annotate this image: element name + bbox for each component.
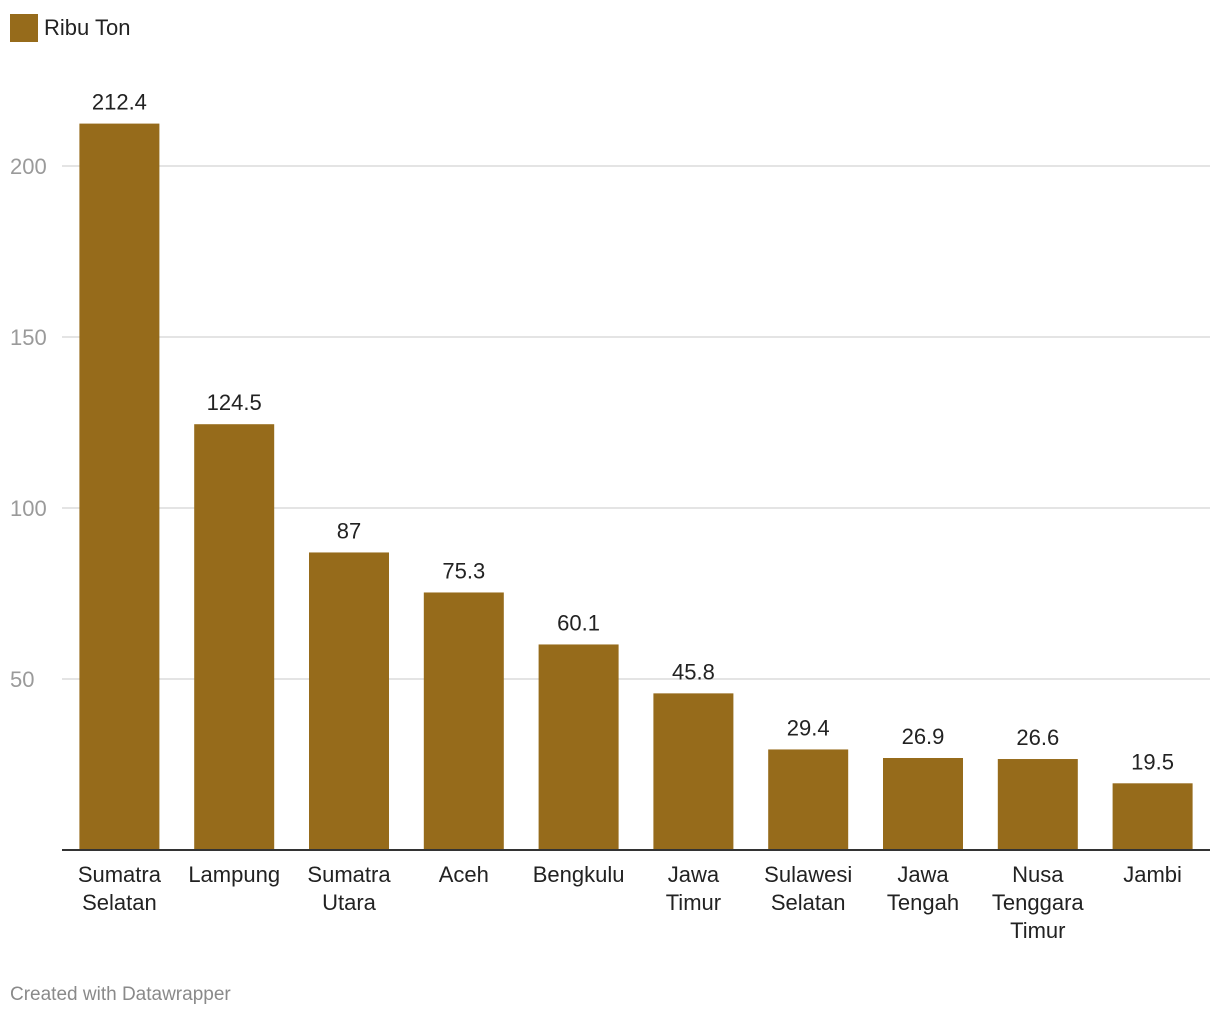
y-tick-label: 200 bbox=[10, 154, 47, 179]
value-label: 29.4 bbox=[787, 715, 830, 740]
legend: Ribu Ton bbox=[10, 14, 130, 42]
value-label: 19.5 bbox=[1131, 749, 1174, 774]
bar bbox=[1112, 783, 1193, 850]
bar bbox=[194, 424, 275, 850]
category-label-line: Jambi bbox=[1123, 862, 1182, 887]
value-label: 26.6 bbox=[1016, 725, 1059, 750]
category-label: Sulawesi Selatan bbox=[764, 862, 852, 915]
bar bbox=[883, 758, 963, 850]
bar bbox=[79, 123, 160, 851]
value-label: 124.5 bbox=[207, 390, 262, 415]
category-label-line: Lampung bbox=[188, 862, 280, 887]
category-label: Sumatra Utara bbox=[307, 862, 391, 915]
category-label-line: Tenggara bbox=[992, 890, 1085, 915]
credit-text: Created with Datawrapper bbox=[10, 984, 231, 1005]
value-label: 212.4 bbox=[92, 90, 147, 115]
value-labels: 212.4 124.5 87 75.3 60.1 45.8 29.4 26.9 26.6 19.5 bbox=[92, 90, 1174, 775]
category-label-line: Sumatra bbox=[78, 862, 162, 887]
category-label-line: Nusa bbox=[1012, 862, 1064, 887]
category-label: Aceh bbox=[439, 862, 489, 887]
bar bbox=[653, 693, 734, 850]
category-label-line: Selatan bbox=[82, 890, 157, 915]
bar-chart: 50 100 150 200 212.4 124.5 87 75.3 60.1 45.8 29.4… bbox=[10, 90, 1210, 943]
bar bbox=[997, 759, 1078, 850]
bar bbox=[538, 644, 619, 850]
category-label-line: Tengah bbox=[887, 890, 959, 915]
category-label-line: Sulawesi bbox=[764, 862, 852, 887]
category-label-line: Timur bbox=[1010, 918, 1065, 943]
category-label-line: Jawa bbox=[897, 862, 949, 887]
bars bbox=[79, 123, 1193, 851]
category-label: Jambi bbox=[1123, 862, 1182, 887]
category-label-line: Utara bbox=[322, 890, 377, 915]
category-label: Nusa Tenggara Timur bbox=[992, 862, 1085, 943]
category-label: Bengkulu bbox=[533, 862, 625, 887]
category-label-line: Sumatra bbox=[307, 862, 391, 887]
value-label: 26.9 bbox=[902, 724, 945, 749]
category-label: Jawa Tengah bbox=[887, 862, 959, 915]
bar bbox=[309, 552, 389, 850]
y-tick-label: 100 bbox=[10, 496, 47, 521]
y-tick-label: 150 bbox=[10, 325, 47, 350]
category-label: Sumatra Selatan bbox=[78, 862, 162, 915]
value-label: 87 bbox=[337, 518, 361, 543]
legend-label: Ribu Ton bbox=[44, 15, 131, 40]
category-label: Jawa Timur bbox=[666, 862, 721, 915]
bar bbox=[423, 592, 504, 850]
value-label: 60.1 bbox=[557, 610, 600, 635]
category-label-line: Jawa bbox=[668, 862, 720, 887]
category-label-line: Aceh bbox=[439, 862, 489, 887]
y-axis-ticks: 50 100 150 200 bbox=[10, 154, 47, 692]
category-label-line: Timur bbox=[666, 890, 721, 915]
category-label: Lampung bbox=[188, 862, 280, 887]
category-labels: Sumatra Selatan Lampung Sumatra Utara Aceh Ben… bbox=[78, 862, 1182, 943]
legend-swatch bbox=[10, 14, 38, 42]
value-label: 45.8 bbox=[672, 659, 715, 684]
bar bbox=[768, 749, 849, 850]
value-label: 75.3 bbox=[442, 558, 485, 583]
category-label-line: Selatan bbox=[771, 890, 846, 915]
y-tick-label: 50 bbox=[10, 667, 34, 692]
category-label-line: Bengkulu bbox=[533, 862, 625, 887]
